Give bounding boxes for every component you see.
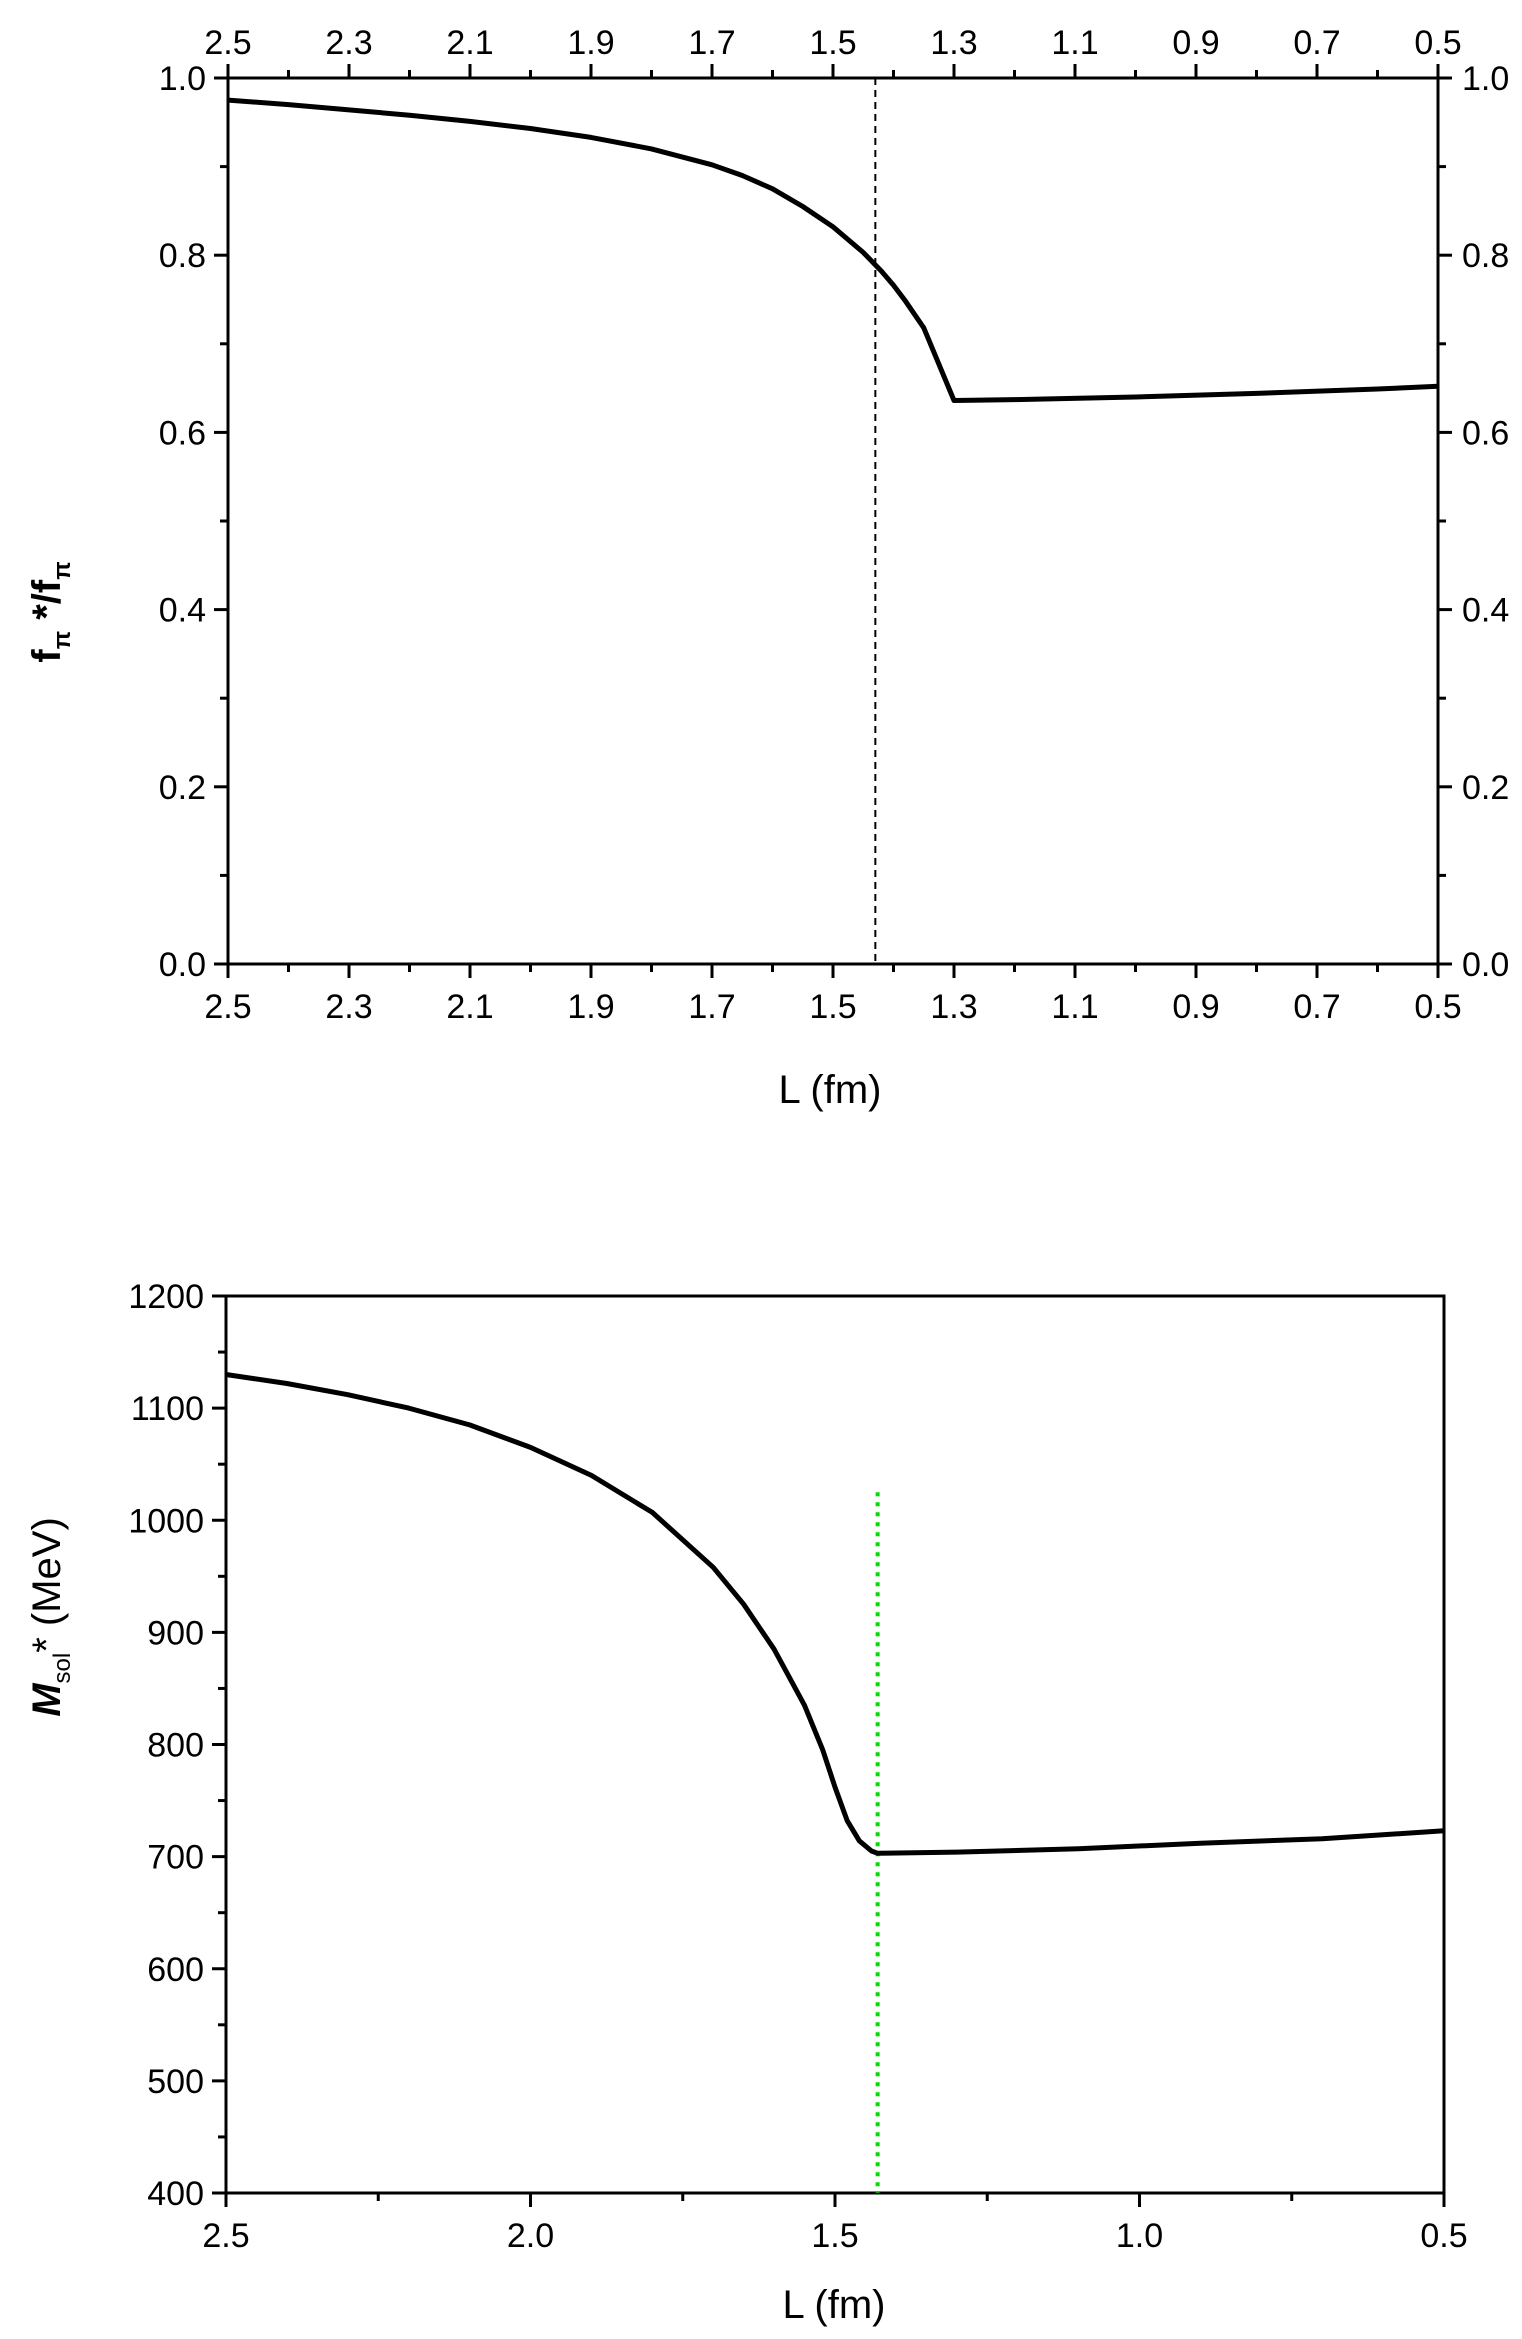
series-line xyxy=(225,1372,1445,1856)
top-tick-label: 1.7 xyxy=(688,24,735,62)
top-tick-label: 0.5 xyxy=(1414,24,1461,62)
x-tick-label: 0.7 xyxy=(1293,988,1340,1026)
x-tick-label: 1.5 xyxy=(811,2217,858,2255)
right-tick-label: 0.6 xyxy=(1462,414,1509,452)
x-tick-label: 2.5 xyxy=(204,988,251,1026)
top-tick-label: 2.1 xyxy=(446,24,493,62)
right-tick-label: 0.2 xyxy=(1462,769,1509,807)
chart-fpi-ratio: 2.5 2.5 2.3 2.3 2.1 2.1 1.9 1.9 1.7 1.7 1.5 1.5 1.3 1… xyxy=(25,24,1509,1112)
plot-frame xyxy=(226,76,1440,966)
plot-area-top: 2.5 2.5 2.3 2.3 2.1 2.1 1.9 1.9 1.7 1.7 1.5 1.5 1.3 1… xyxy=(159,24,1510,1026)
top-tick-label: 2.3 xyxy=(325,24,372,62)
x-axis-title-bottom: L (fm) xyxy=(783,2283,886,2327)
x-tick-label: 1.1 xyxy=(1051,988,1098,1026)
y-tick-label: 800 xyxy=(147,1727,204,1765)
chart-soliton-mass: 2.5 2.0 1.5 1.0 0.5 400 500 600 700 800 900 1000 110… xyxy=(25,1278,1468,2327)
x-tick-label: 2.3 xyxy=(325,988,372,1026)
series-line xyxy=(227,97,1439,403)
top-tick-label: 1.3 xyxy=(930,24,977,62)
y-tick-label: 500 xyxy=(147,2063,204,2101)
top-tick-label: 1.1 xyxy=(1051,24,1098,62)
right-tick-label: 1.0 xyxy=(1462,60,1509,98)
x-tick-label: 2.5 xyxy=(202,2217,249,2255)
x-tick-label: 1.0 xyxy=(1116,2217,1163,2255)
y-tick-label: 0.4 xyxy=(159,592,206,630)
right-tick-label: 0.4 xyxy=(1462,592,1509,630)
x-tick-label: 1.5 xyxy=(809,988,856,1026)
y-tick-label: 0.2 xyxy=(159,769,206,807)
y-tick-label: 1.0 xyxy=(159,60,206,98)
y-tick-label: 600 xyxy=(147,1951,204,1989)
x-axis-title-top: L (fm) xyxy=(779,1068,882,1112)
y-tick-label: 700 xyxy=(147,1839,204,1877)
y-tick-label: 0.6 xyxy=(159,414,206,452)
top-tick-label: 0.9 xyxy=(1172,24,1219,62)
plot-frame xyxy=(224,1294,1446,2195)
y-tick-label: 400 xyxy=(147,2175,204,2213)
y-tick-label: 1000 xyxy=(128,1502,204,1540)
x-tick-label: 1.7 xyxy=(688,988,735,1026)
right-tick-label: 0.8 xyxy=(1462,237,1509,275)
y-tick-label: 1200 xyxy=(128,1278,204,1316)
top-tick-label: 2.5 xyxy=(204,24,251,62)
x-tick-label: 0.5 xyxy=(1420,2217,1467,2255)
plot-area-bottom: 2.5 2.0 1.5 1.0 0.5 400 500 600 700 800 900 1000 110… xyxy=(128,1278,1467,2255)
x-tick-label: 1.9 xyxy=(567,988,614,1026)
y-axis-title-top: fπ */fπ xyxy=(25,561,76,662)
x-tick-label: 0.5 xyxy=(1414,988,1461,1026)
y-tick-label: 1100 xyxy=(131,1390,204,1428)
top-tick-label: 0.7 xyxy=(1293,24,1340,62)
y-tick-label: 900 xyxy=(147,1614,204,1652)
y-tick-label: 0.0 xyxy=(159,946,206,984)
right-tick-label: 0.0 xyxy=(1462,946,1509,984)
top-tick-label: 1.9 xyxy=(567,24,614,62)
x-tick-label: 2.0 xyxy=(507,2217,554,2255)
x-tick-label: 0.9 xyxy=(1172,988,1219,1026)
x-tick-label: 2.1 xyxy=(446,988,493,1026)
y-axis-title-bottom: Msol* (MeV) xyxy=(25,1517,76,1717)
top-tick-label: 1.5 xyxy=(809,24,856,62)
x-tick-label: 1.3 xyxy=(930,988,977,1026)
y-tick-label: 0.8 xyxy=(159,237,206,275)
